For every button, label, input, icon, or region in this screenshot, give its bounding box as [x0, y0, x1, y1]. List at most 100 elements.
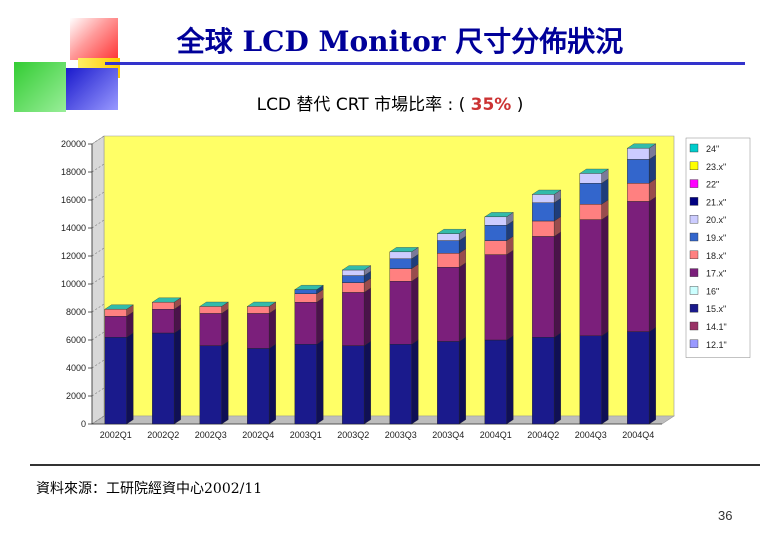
bar-segment-side: [316, 297, 324, 345]
bar-segment-side: [364, 340, 371, 425]
bar-segment: [342, 292, 365, 346]
y-tick-label: 20000: [61, 139, 86, 149]
bar-segment: [104, 308, 127, 317]
bar-segment: [389, 280, 412, 345]
chart-side-wall: [91, 135, 105, 425]
bar-segment: [484, 224, 507, 241]
bar-top-cap: [294, 285, 324, 290]
deco-block-blue: [66, 68, 118, 110]
bar-top-cap: [531, 189, 562, 195]
bar-segment: [294, 301, 317, 345]
bar-segment-side: [554, 231, 561, 338]
legend-label: 19.x": [706, 233, 726, 243]
legend-swatch: [689, 286, 699, 295]
legend-swatch: [689, 197, 699, 206]
x-tick-label: 2004Q3: [575, 430, 607, 440]
bar-top-cap: [389, 247, 419, 252]
bar-segment: [437, 233, 460, 241]
legend-swatch: [689, 321, 699, 331]
bar-segment: [199, 313, 222, 346]
legend-box: [685, 137, 751, 358]
y-tick-label: 6000: [66, 335, 86, 345]
deco-block-red: [70, 18, 118, 60]
x-tick-label: 2002Q3: [195, 430, 227, 440]
bar-segment-side: [649, 326, 656, 425]
legend-swatch: [689, 303, 699, 313]
subtitle-percentage: 35%: [470, 95, 512, 115]
y-gridline: [91, 387, 105, 397]
legend-swatch: [689, 250, 699, 260]
subtitle-prefix: LCD 替代 CRT 市場比率 : (: [256, 95, 466, 115]
title-underline: [105, 62, 745, 65]
legend-label: 20.x": [706, 215, 726, 225]
bar-segment: [247, 313, 270, 349]
legend-swatch: [689, 268, 699, 277]
slide-subtitle: LCD 替代 CRT 市場比率 : ( 35% ): [200, 90, 580, 115]
bar-segment: [532, 194, 555, 204]
y-tick-label: 18000: [61, 167, 86, 177]
y-gridline: [91, 331, 105, 341]
bar-segment: [627, 183, 650, 202]
bar-segment: [389, 343, 412, 425]
legend-swatch: [689, 161, 699, 170]
legend-label: 15.x": [706, 304, 726, 314]
bar-segment: [579, 203, 602, 220]
legend-label: 12.1": [706, 340, 727, 350]
y-gridline: [91, 303, 105, 313]
y-tick-label: 8000: [66, 307, 86, 317]
bar-segment: [484, 216, 507, 226]
y-gridline: [91, 163, 105, 173]
bar-segment: [294, 343, 317, 425]
bar-segment: [342, 282, 365, 293]
x-tick-label: 2002Q1: [100, 430, 132, 440]
legend-swatch: [689, 179, 699, 188]
y-gridline: [91, 359, 105, 369]
x-tick-label: 2004Q1: [480, 430, 512, 440]
y-gridline: [91, 135, 105, 145]
bar-segment: [484, 254, 507, 341]
legend-label: 17.x": [706, 269, 726, 279]
bar-segment: [152, 308, 175, 334]
bar-segment-side: [411, 339, 419, 425]
bar-segment: [627, 331, 650, 425]
stacked-bar-chart: 0 2000 4000 6000 8000 10000 12000 14000 16000 180…: [61, 135, 751, 440]
x-tick-label: 2003Q4: [432, 430, 464, 440]
bar-segment-side: [554, 332, 561, 425]
bar-top-cap: [436, 229, 467, 234]
bar-segment-side: [601, 331, 609, 425]
y-tick-label: 0: [81, 419, 86, 429]
bar-segment: [437, 341, 460, 425]
bar-segment: [389, 268, 412, 282]
bar-top-cap: [246, 301, 277, 307]
bar-segment-side: [459, 336, 466, 425]
slide-title: 全球 LCD Monitor 尺寸分佈狀況: [176, 25, 624, 58]
bar-segment-side: [411, 276, 419, 345]
bar-segment: [579, 335, 602, 425]
bar-segment: [532, 202, 555, 222]
bar-segment: [152, 332, 175, 425]
bar-segment: [104, 336, 127, 425]
bar-segment-side: [459, 262, 466, 342]
bar-segment: [484, 240, 507, 255]
x-tick-label: 2003Q3: [385, 430, 417, 440]
bar-segment: [484, 339, 507, 425]
y-tick-label: 16000: [61, 195, 86, 205]
bar-segment: [437, 252, 460, 268]
legend-swatch: [689, 339, 699, 349]
bar-segment-side: [364, 287, 371, 346]
bar-segment: [342, 275, 365, 283]
bar-segment: [247, 306, 270, 314]
bar-segment-side: [174, 304, 181, 334]
bar-top-cap: [484, 212, 514, 217]
y-tick-label: 12000: [61, 251, 86, 261]
legend-label: 21.x": [706, 197, 726, 207]
bar-segment: [627, 148, 650, 160]
bar-segment: [532, 220, 555, 237]
bar-top-cap: [104, 304, 134, 310]
bar-segment-side: [269, 343, 276, 425]
bar-segment: [579, 219, 602, 336]
bar-segment-side: [601, 214, 609, 337]
legend-label: 24": [706, 144, 719, 154]
deco-block-green: [14, 62, 66, 112]
y-gridline: [91, 219, 105, 229]
